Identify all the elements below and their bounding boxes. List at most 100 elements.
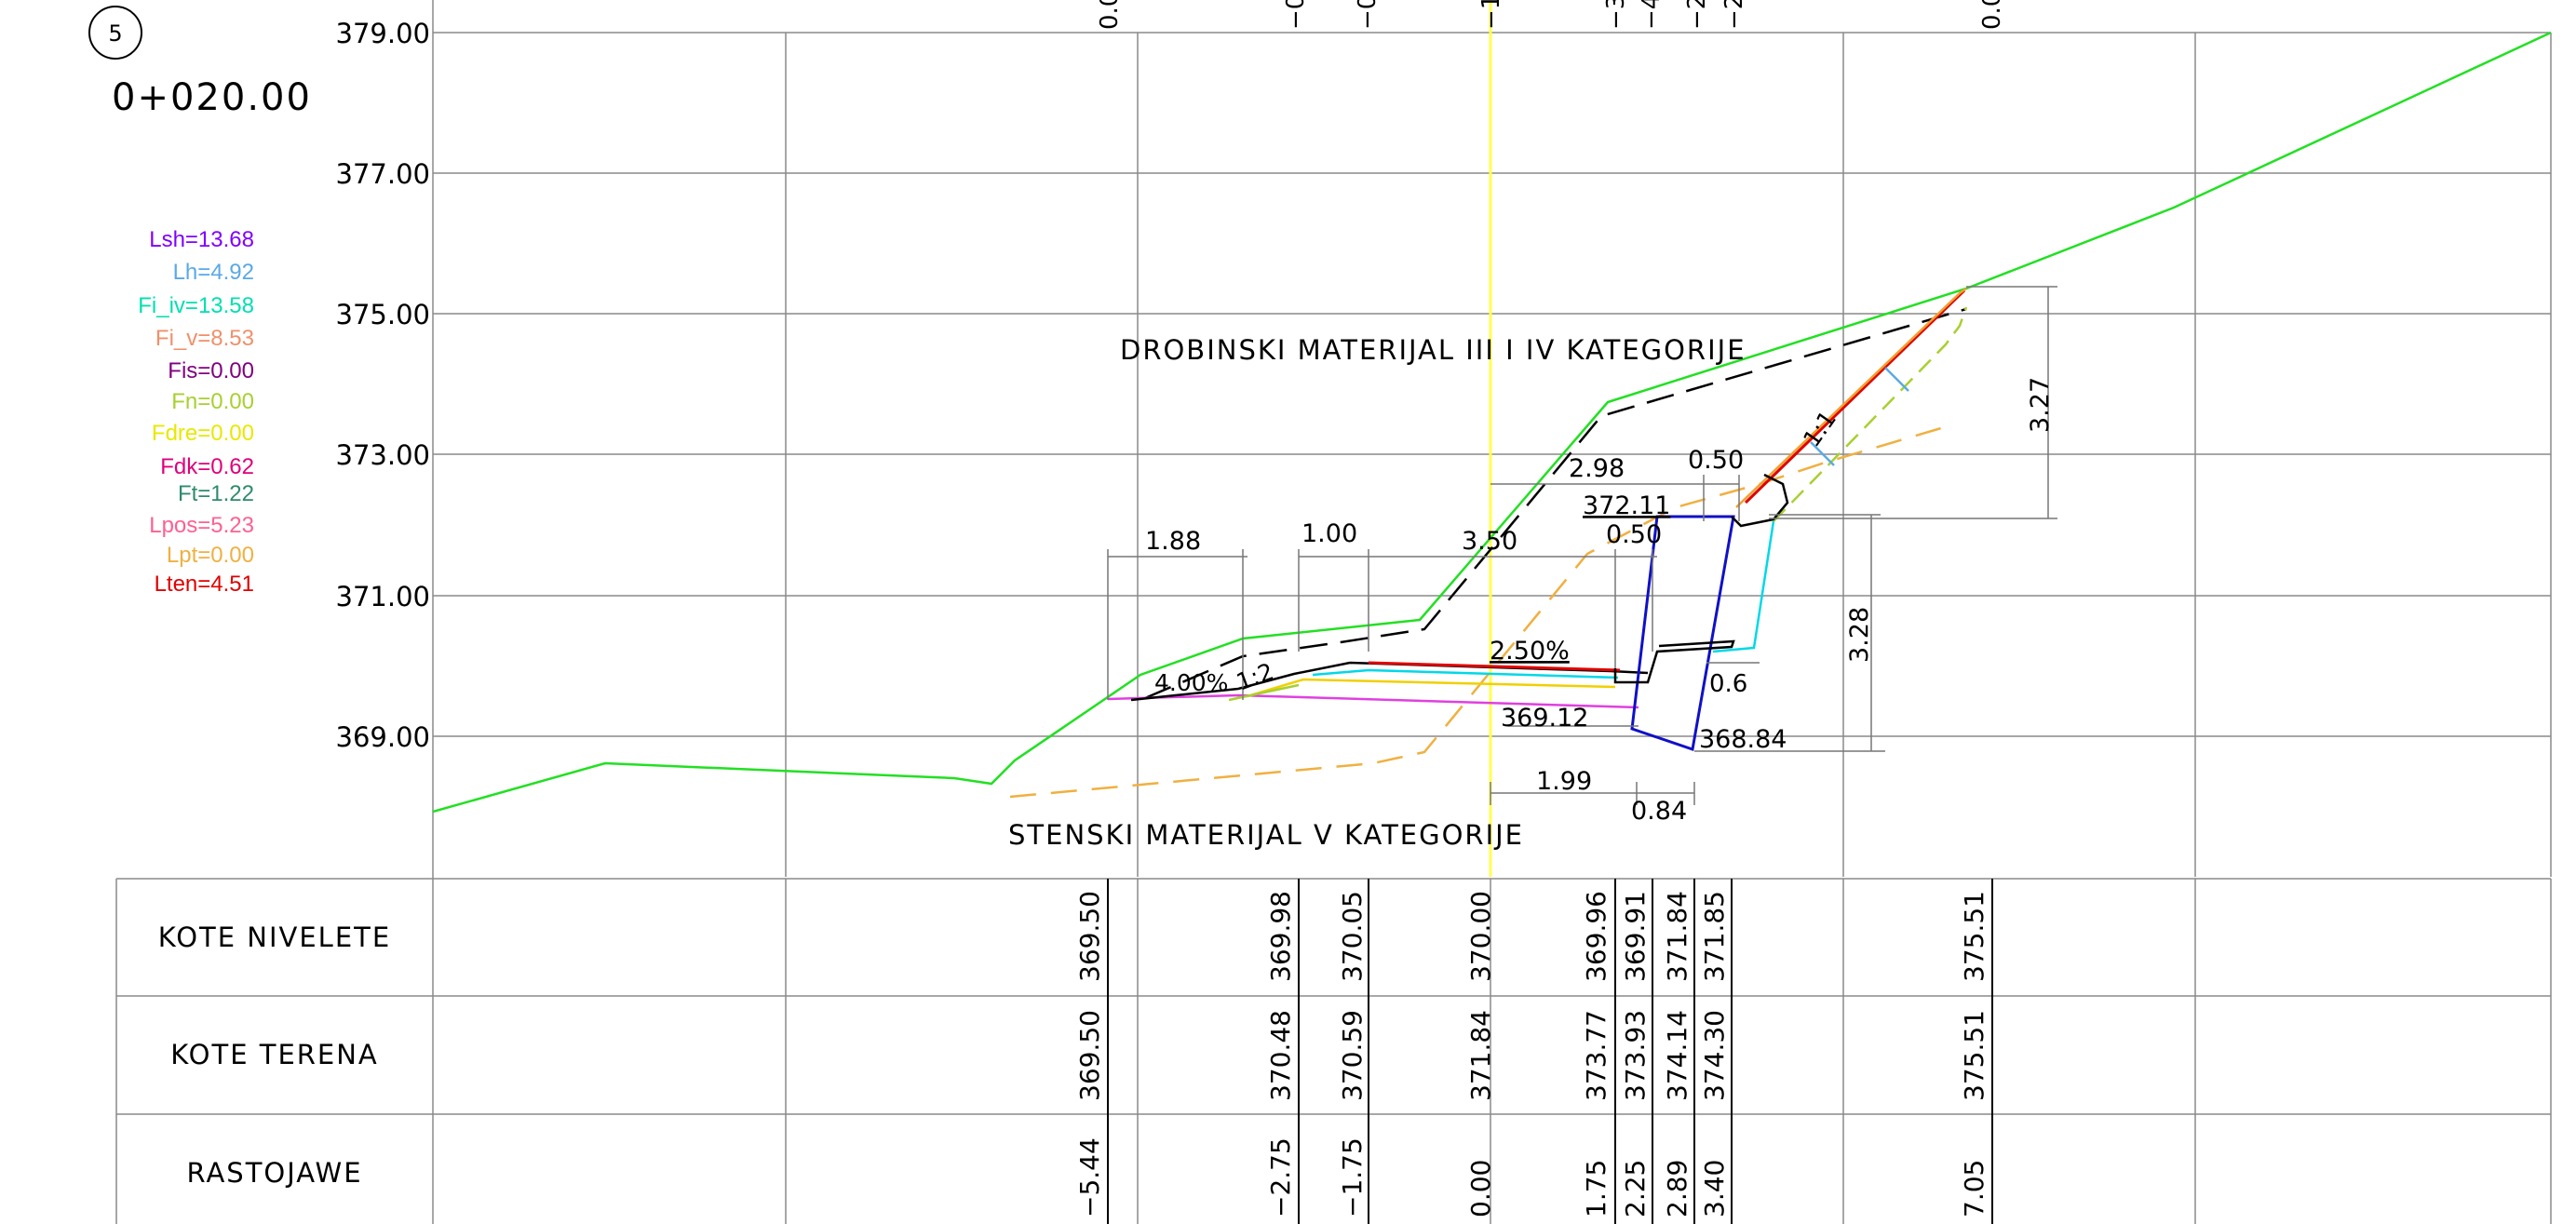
legend-item: Lpt=0.00: [167, 543, 254, 568]
legend-item: Fdk=0.62: [160, 454, 254, 479]
legend-item: Fi_iv=13.58: [138, 293, 254, 318]
elevation-label: 379.00: [336, 18, 430, 49]
material-label-lower: STENSKI MATERIJAL V KATEGORIJE: [1008, 819, 1524, 851]
elevation-label: 373.00: [336, 439, 430, 471]
dim-label: 2.98: [1569, 454, 1625, 483]
quantities-legend: Lsh=13.68 Lh=4.92 Fi_iv=13.58 Fi_v=8.53 …: [138, 227, 254, 597]
legend-item: Lten=4.51: [155, 572, 254, 597]
table-cell: 373.93: [1620, 1010, 1651, 1101]
dim-label: 0.50: [1606, 520, 1662, 549]
slope-label: 4.00%: [1154, 669, 1228, 696]
table-cell: 369.96: [1581, 891, 1612, 982]
table-cell: 371.84: [1465, 1010, 1496, 1101]
top-mark: −4: [1638, 0, 1666, 30]
table-cell: 0.00: [1465, 1160, 1496, 1217]
table-cell: 1.75: [1581, 1160, 1612, 1217]
legend-item: Fn=0.00: [171, 389, 254, 414]
table-cell: 375.51: [1959, 1010, 1989, 1101]
legend-item: Lsh=13.68: [149, 227, 254, 252]
slope-ditch: [1731, 473, 1789, 528]
table-cell: 2.25: [1620, 1160, 1651, 1217]
table-cell: 374.30: [1699, 1010, 1730, 1101]
cut-slope-orange: [1735, 287, 1967, 508]
legend-item: Fdre=0.00: [152, 421, 254, 446]
dim-label: 1.99: [1536, 767, 1592, 796]
dim-label: 1.88: [1145, 527, 1201, 556]
rock-boundary-lower: [1009, 426, 1942, 799]
drainage-structure: [1712, 520, 1775, 653]
top-mark: −2: [1720, 0, 1748, 30]
dimension-lines: [1107, 286, 2057, 805]
top-mark: −2: [1683, 0, 1711, 30]
table-cell: 3.40: [1699, 1160, 1730, 1217]
dim-label: 0.6: [1709, 670, 1747, 698]
slope-label: 2.50%: [1490, 637, 1570, 666]
table-cell: 371.85: [1699, 891, 1730, 982]
top-mark: −3: [1602, 0, 1630, 30]
legend-item: Ft=1.22: [178, 481, 254, 506]
table-cell: 370.59: [1337, 1010, 1368, 1101]
table-cell: 370.00: [1465, 891, 1496, 982]
top-mark: −0: [1354, 0, 1382, 30]
dim-label: 0.50: [1688, 446, 1744, 475]
dim-label: 1.00: [1301, 519, 1357, 548]
data-table: [115, 878, 2551, 1224]
elevation-axis: 379.00 377.00 375.00 373.00 371.00 369.0…: [336, 18, 430, 753]
table-cell: −2.75: [1265, 1137, 1296, 1217]
pavement-top-line: [1368, 661, 1621, 672]
table-cell: 373.77: [1581, 1010, 1612, 1101]
table-values: 369.50 369.50 −5.44 369.98 370.48 −2.75 370.05…: [1074, 891, 1989, 1217]
table-cell: 2.89: [1662, 1160, 1693, 1217]
terrain-line: [432, 31, 2552, 814]
table-cell: 374.14: [1662, 1010, 1693, 1101]
top-station-marks: 0.0 −0 −0 −1 −3 −4 −2 −2 0.0: [1096, 0, 2006, 30]
section-number-circle: [88, 6, 142, 60]
table-cell: 369.50: [1074, 891, 1105, 982]
drain-layer-line: [1312, 668, 1619, 679]
elevation-label: 372.11: [1583, 491, 1670, 520]
table-cell: 369.98: [1265, 891, 1296, 982]
elevation-label: 369.00: [336, 721, 430, 753]
slope-marker-blue: [1810, 441, 1835, 466]
excavation-line: [1144, 307, 1967, 700]
table-cell: 369.50: [1074, 1010, 1105, 1101]
dim-label: 3.50: [1462, 527, 1517, 556]
dim-label: 3.28: [1845, 607, 1874, 663]
table-cell: 370.05: [1337, 891, 1368, 982]
table-cell: 375.51: [1959, 891, 1989, 982]
legend-item: Fis=0.00: [168, 358, 254, 383]
annotations: 1.88 1.00 3.50 0.50 2.98 0.50 372.11 3.2…: [1145, 377, 2055, 826]
top-mark: 0.0: [1096, 0, 1124, 30]
elevation-label: 375.00: [336, 299, 430, 330]
top-mark: −0: [1282, 0, 1310, 30]
elevation-label: 368.84: [1699, 725, 1787, 754]
top-mark: 0.0: [1978, 0, 2006, 30]
table-column-lines: [1107, 879, 1993, 1224]
table-cell: 7.05: [1959, 1160, 1989, 1217]
elevation-label: 371.00: [336, 581, 430, 612]
table-cell: 370.48: [1265, 1010, 1296, 1101]
cut-slope-red: [1744, 289, 1966, 504]
slope-marker-blue: [1884, 367, 1909, 392]
section-number: 5: [108, 20, 122, 47]
legend-item: Lpos=5.23: [149, 513, 254, 538]
dim-label: 0.84: [1631, 797, 1687, 826]
table-light-lines: [785, 879, 2552, 1224]
station-label: 0+020.00: [112, 76, 312, 119]
top-mark: −1: [1477, 0, 1505, 30]
elevation-label: 369.12: [1501, 704, 1588, 733]
material-label-upper: DROBINSKI MATERIJAL III I IV KATEGORIJE: [1120, 334, 1747, 366]
wall-top-detail: [1613, 639, 1735, 684]
elevation-label: 377.00: [336, 158, 430, 190]
gravel-layer-line: [1228, 683, 1300, 702]
legend-item: Fi_v=8.53: [155, 326, 254, 351]
table-cell: −1.75: [1337, 1137, 1368, 1217]
row-header-nivelete: KOTE NIVELETE: [158, 921, 391, 953]
table-row-headers: KOTE NIVELETE KOTE TERENA RASTOJAWE: [158, 921, 391, 1189]
base-layer-line: [1247, 678, 1616, 698]
row-header-rastojanje: RASTOJAWE: [186, 1157, 362, 1189]
table-cell: 369.91: [1620, 891, 1651, 982]
table-cell: −5.44: [1074, 1137, 1105, 1217]
dim-label: 3.27: [2026, 377, 2055, 433]
